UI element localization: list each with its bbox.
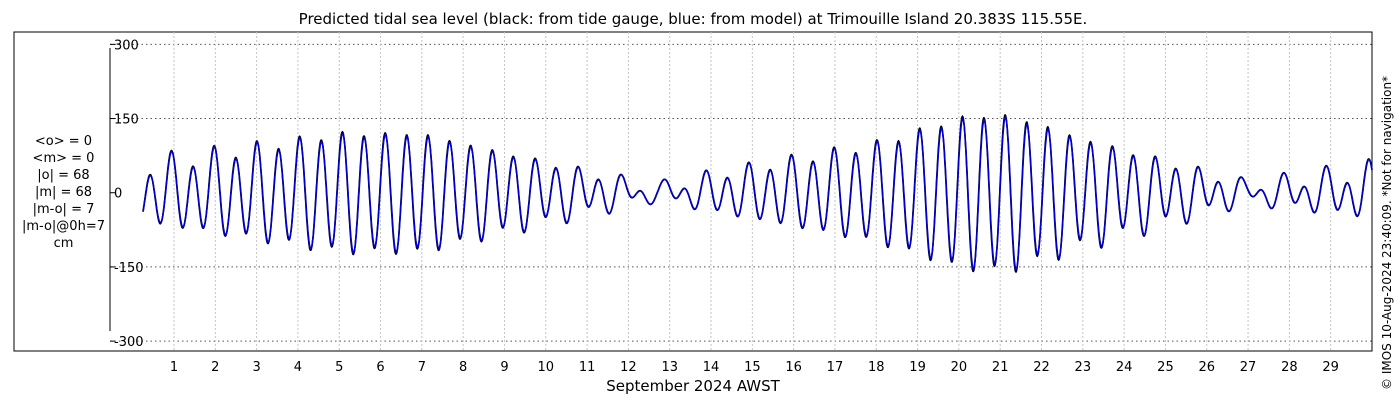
plot-frame — [13, 31, 1373, 352]
grid-lines — [110, 32, 1372, 351]
stat-abs-model: |m| = 68 — [34, 185, 93, 200]
x-tick-label: 3 — [252, 360, 260, 375]
x-tick-label: 29 — [1322, 360, 1339, 375]
x-axis: 1 2 3 4 5 6 7 8 9 10 11 12 13 14 15 16 17 18 19 20 21 22 23 24 2… — [170, 360, 1339, 375]
stat-mean-model: <m> = 0 — [32, 151, 95, 166]
x-tick-label: 23 — [1075, 360, 1092, 375]
x-tick-label: 19 — [909, 360, 926, 375]
x-tick-label: 24 — [1116, 360, 1133, 375]
x-tick-label: 27 — [1240, 360, 1257, 375]
x-tick-label: 8 — [459, 360, 467, 375]
x-tick-label: 11 — [579, 360, 596, 375]
x-tick-label: 22 — [1033, 360, 1050, 375]
y-tick-label: -150 — [114, 261, 144, 276]
series-model-line — [142, 116, 1373, 271]
stats-panel: <o> = 0 <m> = 0 |o| = 68 |m| = 68 |m-o| … — [0, 133, 127, 252]
stat-abs-difference: |m-o| = 7 — [32, 202, 95, 217]
x-tick-label: 15 — [744, 360, 761, 375]
x-tick-label: 4 — [294, 360, 302, 375]
x-tick-label: 7 — [418, 360, 426, 375]
y-tick-label: 300 — [114, 38, 139, 53]
stat-abs-observed: |o| = 68 — [37, 168, 90, 183]
x-tick-label: 20 — [951, 360, 968, 375]
x-tick-label: 18 — [868, 360, 885, 375]
y-axis: -300 -150 0 150 300 — [110, 38, 144, 350]
x-tick-label: 13 — [661, 360, 678, 375]
stat-mean-observed: <o> = 0 — [34, 134, 93, 149]
y-tick-label: 0 — [114, 187, 122, 202]
y-tick-label: -300 — [114, 335, 144, 350]
x-tick-label: 1 — [170, 360, 178, 375]
x-tick-label: 21 — [992, 360, 1009, 375]
x-tick-label: 14 — [703, 360, 720, 375]
stat-units: cm — [53, 236, 74, 251]
x-tick-label: 5 — [335, 360, 343, 375]
x-axis-label: September 2024 AWST — [606, 377, 780, 395]
x-tick-label: 9 — [500, 360, 508, 375]
x-tick-label: 17 — [827, 360, 844, 375]
chart-title: Predicted tidal sea level (black: from t… — [298, 10, 1088, 28]
x-tick-label: 10 — [538, 360, 555, 375]
stat-abs-difference-0h: |m-o|@0h=7 — [22, 219, 105, 234]
credit-text: © IMOS 10-Aug-2024 23:40:09. *Not for na… — [1380, 75, 1394, 390]
x-tick-label: 6 — [376, 360, 384, 375]
x-tick-label: 28 — [1281, 360, 1298, 375]
x-tick-label: 2 — [211, 360, 219, 375]
x-tick-label: 12 — [620, 360, 637, 375]
x-tick-label: 26 — [1198, 360, 1215, 375]
x-tick-label: 25 — [1157, 360, 1174, 375]
x-tick-label: 16 — [785, 360, 802, 375]
y-tick-label: 150 — [114, 113, 139, 128]
